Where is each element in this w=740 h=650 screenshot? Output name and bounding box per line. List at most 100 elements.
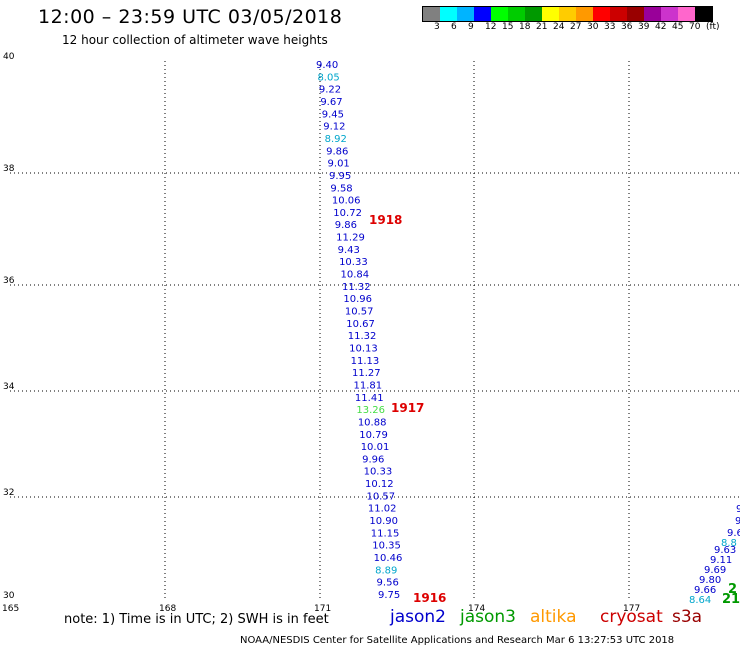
wave-height-value: 9.40 <box>316 60 338 71</box>
scale-label: 39 <box>638 22 650 32</box>
wave-height-value: 8.8 <box>721 538 737 549</box>
wave-height-value: 8.05 <box>317 72 339 83</box>
wave-height-value: 9.11 <box>710 555 732 566</box>
wave-height-value: 10.33 <box>364 467 393 478</box>
scale-swatch <box>457 7 474 21</box>
wave-height-value: 10.79 <box>359 430 388 441</box>
wave-height-value: 9.86 <box>326 146 348 157</box>
scale-label: 3 <box>434 22 440 32</box>
wave-height-value: 8.89 <box>375 565 397 576</box>
scale-swatch <box>593 7 610 21</box>
credit-line: NOAA/NESDIS Center for Satellite Applica… <box>240 635 675 646</box>
orbit-number-label: 1917 <box>391 401 424 415</box>
scale-label: 18 <box>519 22 531 32</box>
wave-height-value: 9.12 <box>323 122 345 133</box>
scale-label: 45 <box>672 22 684 32</box>
wave-height-value: 10.88 <box>358 417 387 428</box>
latitude-label: 38 <box>3 164 15 174</box>
wave-height-value: 9.67 <box>320 97 342 108</box>
latitude-label: 36 <box>3 276 15 286</box>
scale-swatch <box>610 7 627 21</box>
wave-height-value: 10.33 <box>339 257 368 268</box>
wave-height-value: 11.32 <box>342 282 371 293</box>
orbit-number-label: 2 <box>728 582 737 597</box>
wave-height-value: 9.80 <box>699 575 721 586</box>
wave-height-value: 11.81 <box>353 380 382 391</box>
wave-height-value: 9.45 <box>322 109 344 120</box>
orbit-number-label: 21 <box>722 592 740 607</box>
scale-label: 15 <box>502 22 514 32</box>
wave-height-value: 9.22 <box>319 85 341 96</box>
wave-height-value: 9 <box>736 504 740 515</box>
page-title: 12:00 – 23:59 UTC 03/05/2018 <box>38 6 343 28</box>
scale-swatch <box>559 7 576 21</box>
scale-label: 70 <box>689 22 701 32</box>
wave-height-value: 10.67 <box>346 319 375 330</box>
wave-height-value: 8.92 <box>325 134 347 145</box>
wave-height-value: 13.26 <box>356 405 385 416</box>
scale-label: 36 <box>621 22 633 32</box>
wave-height-value: 11.41 <box>355 393 384 404</box>
satellite-cryosat: cryosat <box>600 607 663 627</box>
wave-height-value: 9.63 <box>714 545 736 556</box>
wave-height-value: 9.58 <box>330 183 352 194</box>
wave-height-value: 9.69 <box>704 565 726 576</box>
scale-label: 12 <box>485 22 497 32</box>
latitude-label: 34 <box>3 382 15 392</box>
scale-swatch <box>644 7 661 21</box>
wave-height-value: 9.01 <box>328 159 350 170</box>
scale-label: 33 <box>604 22 616 32</box>
scale-swatch <box>491 7 508 21</box>
scale-label: 27 <box>570 22 582 32</box>
wave-height-value: 11.02 <box>368 504 397 515</box>
scale-swatch <box>627 7 644 21</box>
scale-label: 21 <box>536 22 548 32</box>
wave-height-value: 9.96 <box>362 454 384 465</box>
scale-swatch <box>542 7 559 21</box>
wave-height-value: 11.29 <box>336 233 365 244</box>
longitude-label: 174 <box>468 604 485 614</box>
longitude-label: 168 <box>159 604 176 614</box>
satellite-jason2: jason2 <box>390 607 446 627</box>
orbit-number-label: 1916 <box>413 591 446 605</box>
satellite-s3a: s3a <box>672 607 703 627</box>
wave-height-value: 10.12 <box>365 479 394 490</box>
scale-label: 9 <box>468 22 474 32</box>
scale-swatch <box>423 7 440 21</box>
longitude-label: 177 <box>623 604 640 614</box>
wave-height-value: 11.15 <box>371 528 400 539</box>
scale-swatch <box>695 7 712 21</box>
page-subtitle: 12 hour collection of altimeter wave hei… <box>62 33 328 47</box>
wave-height-value: 10.57 <box>345 307 374 318</box>
latitude-label: 32 <box>3 488 14 498</box>
orbit-number-label: 1918 <box>369 213 402 227</box>
wave-height-value: 11.13 <box>351 356 380 367</box>
scale-swatch <box>474 7 491 21</box>
wave-height-value: 9.95 <box>329 171 351 182</box>
wave-height-value: 10.96 <box>343 294 372 305</box>
wave-height-value: 9.43 <box>338 245 360 256</box>
wave-height-value: 10.13 <box>349 343 378 354</box>
longitude-label: 165 <box>2 604 19 614</box>
scale-swatch <box>440 7 457 21</box>
scale-swatch <box>576 7 593 21</box>
footer-note: note: 1) Time is in UTC; 2) SWH is in fe… <box>64 612 329 627</box>
scale-label: (ft) <box>706 22 720 32</box>
wave-height-value: 10.06 <box>332 196 361 207</box>
satellite-jason3: jason3 <box>460 607 516 627</box>
scale-label: 6 <box>451 22 457 32</box>
wave-height-value: 11.32 <box>348 331 377 342</box>
longitude-label: 171 <box>314 604 331 614</box>
scale-swatch <box>661 7 678 21</box>
wave-height-value: 10.35 <box>372 541 401 552</box>
wave-height-value: 11.27 <box>352 368 381 379</box>
scale-swatch <box>525 7 542 21</box>
scale-label: 30 <box>587 22 599 32</box>
wave-height-value: 10.57 <box>366 491 395 502</box>
wave-height-value: 10.84 <box>341 270 370 281</box>
wave-height-color-scale <box>422 6 713 22</box>
scale-label: 24 <box>553 22 565 32</box>
wave-height-value: 10.01 <box>361 442 390 453</box>
wave-height-value: 10.90 <box>369 516 398 527</box>
